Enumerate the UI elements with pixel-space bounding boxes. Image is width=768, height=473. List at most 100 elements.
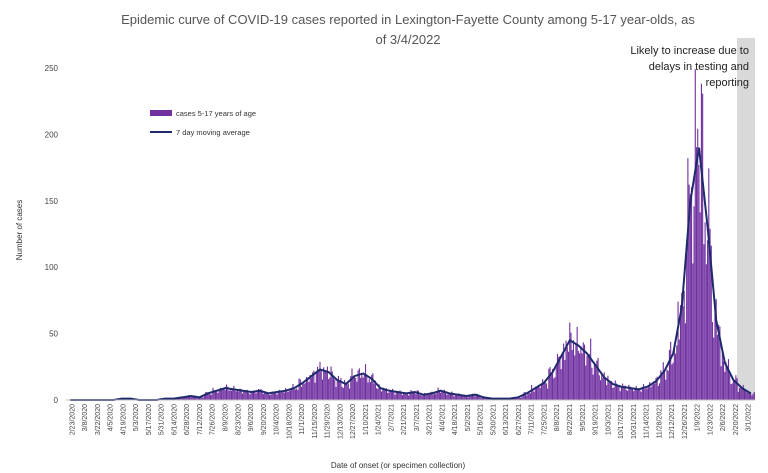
y-axis-ticks: 0 50 100 150 200 250 bbox=[45, 64, 59, 405]
case-bar bbox=[417, 390, 419, 400]
case-bar bbox=[356, 381, 358, 400]
case-bar bbox=[523, 392, 525, 400]
case-bar bbox=[240, 389, 242, 400]
case-bar bbox=[657, 385, 659, 400]
case-bar bbox=[344, 379, 346, 400]
case-bar bbox=[484, 397, 486, 400]
case-bar bbox=[479, 397, 481, 400]
case-bar bbox=[243, 391, 245, 400]
case-bar bbox=[282, 391, 284, 400]
case-bar bbox=[432, 394, 434, 400]
case-bar bbox=[285, 387, 287, 400]
case-bar bbox=[389, 389, 391, 400]
case-bar bbox=[596, 360, 598, 400]
case-bar bbox=[625, 389, 627, 400]
case-bar bbox=[545, 383, 547, 400]
case-bar bbox=[577, 350, 579, 400]
case-bar bbox=[671, 364, 673, 400]
case-bar bbox=[643, 384, 645, 400]
reporting-delay-shade bbox=[737, 38, 755, 400]
case-bar bbox=[538, 386, 540, 400]
case-bar bbox=[207, 393, 209, 400]
case-bar bbox=[748, 392, 750, 400]
x-tick-label: 8/23/2020 bbox=[235, 404, 242, 435]
case-bar bbox=[599, 380, 602, 400]
case-bar bbox=[515, 397, 517, 400]
case-bar bbox=[601, 374, 603, 400]
case-bar bbox=[326, 366, 328, 400]
case-bar bbox=[360, 377, 362, 400]
case-bar bbox=[736, 378, 738, 400]
case-bar bbox=[416, 390, 418, 400]
case-bar bbox=[376, 388, 378, 400]
case-bar bbox=[201, 397, 203, 400]
case-bar bbox=[372, 373, 374, 400]
y-tick-label: 50 bbox=[49, 330, 58, 339]
case-bar bbox=[191, 395, 193, 400]
x-tick-label: 10/4/2020 bbox=[274, 404, 281, 435]
case-bar bbox=[665, 379, 667, 400]
case-bar bbox=[272, 391, 274, 400]
annotation-line-1: Likely to increase due to bbox=[630, 45, 749, 57]
case-bar bbox=[185, 396, 187, 400]
case-bar bbox=[593, 363, 595, 400]
x-tick-label: 6/13/2021 bbox=[503, 404, 510, 435]
case-bar bbox=[710, 245, 712, 400]
case-bar bbox=[264, 392, 266, 400]
x-tick-label: 3/22/2020 bbox=[95, 404, 102, 435]
x-tick-label: 11/28/2021 bbox=[656, 404, 663, 439]
x-tick-label: 8/22/2021 bbox=[567, 404, 574, 435]
case-bar bbox=[233, 385, 235, 400]
case-bar bbox=[660, 370, 662, 400]
case-bar bbox=[590, 338, 592, 400]
case-bar bbox=[695, 147, 698, 400]
case-bar bbox=[216, 390, 218, 400]
x-tick-label: 1/10/2021 bbox=[363, 404, 370, 435]
case-bar bbox=[301, 386, 303, 400]
case-bar bbox=[586, 355, 588, 400]
case-bar bbox=[328, 379, 330, 400]
x-tick-label: 3/21/2021 bbox=[427, 404, 434, 435]
case-bar bbox=[698, 164, 700, 400]
case-bar bbox=[401, 395, 403, 400]
case-bar bbox=[437, 387, 439, 400]
case-bar bbox=[230, 390, 232, 400]
case-bar bbox=[688, 184, 690, 400]
case-bar bbox=[544, 380, 546, 400]
case-bar bbox=[195, 397, 197, 400]
case-bar bbox=[307, 377, 309, 400]
x-tick-label: 12/12/2021 bbox=[669, 404, 676, 439]
case-bar bbox=[347, 383, 349, 400]
case-bar bbox=[532, 389, 534, 400]
case-bar bbox=[737, 391, 739, 400]
case-bar bbox=[248, 392, 250, 400]
case-bar bbox=[232, 388, 234, 400]
case-bar bbox=[540, 384, 543, 400]
case-bar bbox=[430, 392, 432, 400]
case-bar bbox=[438, 390, 440, 400]
delay-annotation: Likely to increase due to delays in test… bbox=[630, 45, 749, 89]
case-bar bbox=[709, 228, 711, 400]
case-bar bbox=[251, 391, 253, 400]
case-bar bbox=[442, 391, 444, 400]
case-bar bbox=[560, 369, 562, 400]
case-bar bbox=[740, 387, 742, 400]
case-bar bbox=[404, 392, 406, 400]
case-bar bbox=[715, 299, 717, 400]
case-bar bbox=[271, 391, 273, 400]
case-bar bbox=[436, 391, 438, 400]
case-bar bbox=[259, 390, 261, 400]
case-bar bbox=[641, 386, 643, 400]
case-bar bbox=[378, 384, 380, 400]
case-bar bbox=[237, 389, 239, 400]
case-bar bbox=[691, 187, 693, 400]
moving-average-line bbox=[70, 147, 752, 401]
case-bar bbox=[424, 392, 426, 400]
case-bar bbox=[422, 395, 424, 400]
case-bar bbox=[704, 222, 706, 400]
x-tick-label: 3/8/2020 bbox=[82, 404, 89, 431]
case-bar bbox=[314, 382, 316, 400]
x-tick-label: 2/20/2022 bbox=[733, 404, 740, 435]
case-bar bbox=[673, 346, 675, 400]
